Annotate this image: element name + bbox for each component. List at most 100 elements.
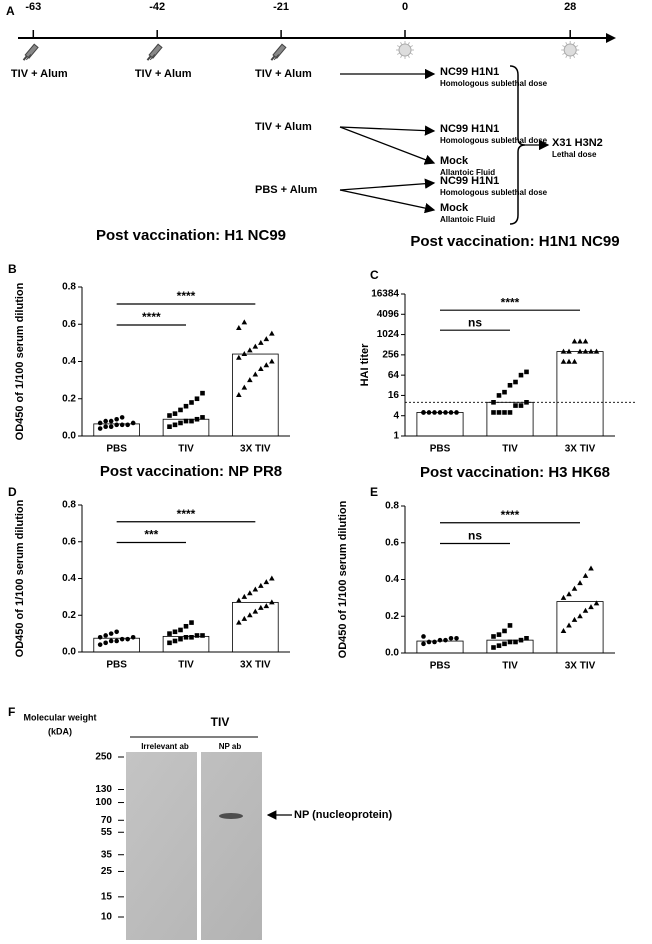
- data-point: [178, 407, 183, 413]
- data-point: [236, 324, 242, 330]
- challenge-detail: Allantoic Fluid: [440, 168, 495, 177]
- data-point: [97, 420, 103, 426]
- band-label: NP (nucleoprotein): [294, 809, 393, 821]
- data-point: [167, 424, 172, 429]
- data-point: [247, 612, 253, 618]
- blot-membrane: [126, 752, 262, 940]
- data-point: [513, 639, 518, 645]
- syringe-plunger: [146, 55, 152, 61]
- data-point: [183, 418, 189, 424]
- data-point: [496, 632, 502, 637]
- data-point: [513, 379, 518, 385]
- y-tick-label: 16: [388, 390, 400, 401]
- marker-label: 35: [101, 849, 113, 860]
- bar: [486, 401, 534, 437]
- data-point: [513, 403, 518, 408]
- y-tick-label: 0.6: [62, 536, 76, 547]
- data-point: [125, 636, 130, 642]
- data-point: [593, 348, 600, 354]
- data-point: [241, 319, 248, 325]
- y-tick-label: 0.4: [62, 356, 76, 367]
- data-point: [183, 403, 189, 409]
- data-point: [130, 420, 136, 426]
- panel-label: C: [370, 268, 379, 282]
- y-tick-label: 0.2: [62, 610, 76, 621]
- data-point: [241, 593, 248, 599]
- panel-label: B: [8, 262, 17, 276]
- y-tick-label: 0.2: [385, 611, 399, 622]
- data-point: [130, 635, 136, 640]
- data-point: [502, 628, 507, 634]
- data-point: [200, 390, 205, 396]
- data-point: [518, 372, 524, 378]
- timeline-day: -63: [25, 1, 41, 13]
- x-tick-label: TIV: [178, 660, 194, 671]
- data-point: [566, 591, 572, 597]
- challenge-detail: Homologous sublethal dose: [440, 188, 548, 197]
- y-tick-label: 0.4: [385, 574, 399, 585]
- data-point: [582, 348, 589, 354]
- data-point: [252, 371, 259, 377]
- data-point: [172, 411, 178, 416]
- data-point: [172, 638, 178, 644]
- data-point: [247, 347, 253, 353]
- y-tick-label: 64: [388, 370, 400, 381]
- data-point: [178, 420, 183, 426]
- y-tick-label: 0.0: [385, 648, 399, 659]
- data-point: [103, 640, 108, 646]
- group-vaccine: TIV + Alum: [255, 68, 312, 80]
- y-axis-label: HAI titer: [359, 343, 371, 387]
- data-point: [258, 604, 264, 610]
- y-axis-label: OD450 of 1/100 serum dilution: [14, 499, 26, 657]
- blot-title: TIV: [211, 715, 230, 729]
- data-point: [194, 396, 200, 402]
- data-point: [502, 389, 507, 395]
- data-point: [524, 636, 529, 641]
- data-point: [189, 635, 194, 640]
- data-point: [437, 637, 443, 643]
- data-point: [167, 631, 172, 636]
- panel-label: F: [8, 705, 15, 719]
- data-point: [566, 348, 572, 354]
- data-point: [200, 633, 205, 638]
- challenge-name: NC99 H1N1: [440, 175, 499, 187]
- mw-label: (kDA): [48, 726, 72, 736]
- data-point: [236, 597, 242, 603]
- data-point: [247, 377, 253, 383]
- y-axis-label: OD450 of 1/100 serum dilution: [337, 500, 349, 658]
- y-tick-label: 1024: [377, 329, 400, 340]
- data-point: [577, 580, 583, 586]
- marker-label: 55: [101, 827, 113, 838]
- virus-icon: [561, 41, 580, 59]
- data-point: [241, 384, 248, 390]
- data-point: [103, 424, 108, 429]
- data-point: [502, 641, 507, 647]
- data-point: [524, 369, 529, 375]
- y-tick-label: 1: [393, 431, 399, 442]
- data-point: [560, 627, 567, 633]
- data-point: [571, 585, 578, 591]
- priming-dose: TIV + Alum: [11, 68, 68, 80]
- mw-label: Molecular weight: [23, 712, 96, 722]
- data-point: [421, 634, 426, 639]
- significance-label: ns: [468, 529, 482, 543]
- lane-separator: [197, 752, 201, 940]
- data-point: [119, 415, 125, 420]
- data-point: [496, 643, 502, 648]
- data-point: [437, 410, 443, 415]
- panel-label: D: [8, 485, 17, 499]
- data-point: [108, 638, 114, 644]
- data-point: [443, 410, 448, 415]
- data-point: [108, 418, 114, 424]
- y-tick-label: 0.2: [62, 393, 76, 404]
- syringe-needle: [273, 54, 280, 61]
- group-vaccine: TIV + Alum: [255, 121, 312, 133]
- timeline-day: -21: [273, 1, 289, 13]
- data-point: [97, 426, 103, 431]
- timeline-arrowhead: [606, 33, 616, 43]
- data-point: [588, 348, 594, 354]
- challenge-detail: Allantoic Fluid: [440, 215, 495, 224]
- chart-title: Post vaccination: H3 HK68: [420, 464, 610, 481]
- syringe-icon: [146, 43, 163, 61]
